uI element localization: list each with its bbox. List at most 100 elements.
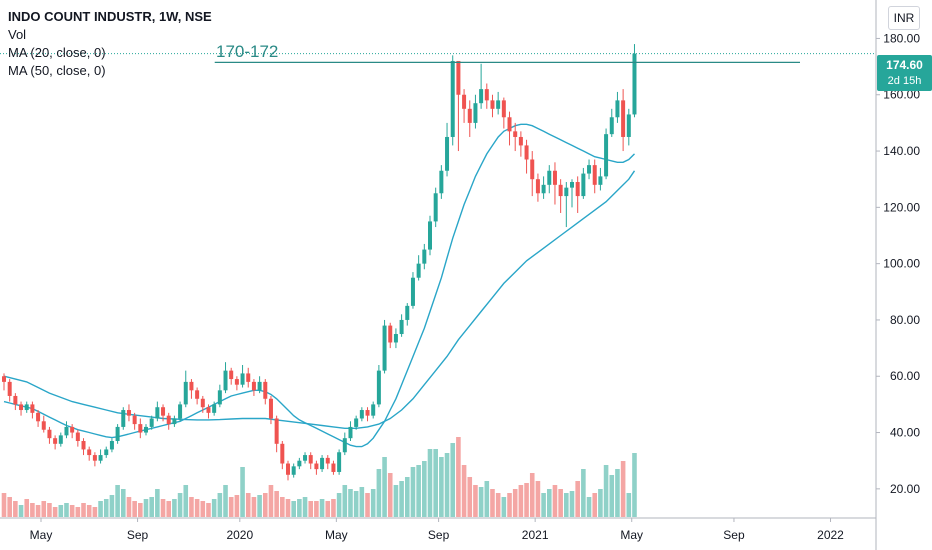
volume-bar	[478, 487, 484, 517]
volume-bar	[433, 449, 438, 517]
candle-body	[558, 184, 563, 197]
candle	[348, 421, 353, 441]
volume-bar	[189, 497, 194, 517]
ma20-legend[interactable]: MA (20, close, 0)	[8, 45, 106, 60]
volume-bar	[461, 465, 467, 517]
candle-body	[564, 187, 569, 197]
candle	[234, 376, 239, 391]
candle	[87, 446, 92, 461]
ma20-series	[3, 123, 635, 448]
currency-button[interactable]: INR	[888, 6, 920, 30]
candle-body	[58, 435, 63, 444]
candle	[104, 446, 109, 458]
candle-body	[530, 159, 535, 180]
volume-bar	[257, 495, 262, 517]
candle	[371, 401, 376, 419]
candle-body	[445, 136, 450, 171]
volume-bar	[52, 507, 58, 517]
volume-bar	[416, 465, 421, 517]
candle-body	[195, 390, 200, 399]
candle-body	[422, 249, 427, 264]
candle-body	[626, 114, 631, 137]
volume-bar	[7, 497, 12, 517]
candle-body	[257, 381, 262, 391]
candle	[388, 322, 393, 349]
candle-body	[183, 381, 188, 405]
candle	[121, 407, 126, 430]
candle-body	[303, 455, 308, 461]
volume-bar	[109, 495, 115, 517]
volume-bar	[223, 485, 228, 517]
volume-bar	[143, 499, 149, 517]
candle-body	[399, 319, 404, 335]
candle-body	[467, 108, 472, 123]
candle-body	[450, 60, 455, 137]
y-tick-label: 120.00	[883, 200, 920, 214]
candle-body	[2, 376, 6, 382]
candle-body	[178, 404, 183, 419]
y-tick-label: 80.00	[890, 313, 920, 327]
volume-bar	[359, 487, 365, 517]
symbol-title[interactable]: INDO COUNT INDUSTR, 1W, NSE	[8, 9, 212, 24]
candle	[229, 367, 234, 385]
volume-bar	[120, 489, 126, 517]
volume-bar	[138, 503, 143, 517]
candle	[240, 364, 245, 388]
volume-bar	[47, 503, 52, 517]
candle	[575, 176, 580, 213]
volume-bar	[30, 503, 35, 517]
volume-bar	[228, 497, 234, 517]
candle-body	[439, 170, 444, 194]
volume-bar	[427, 449, 433, 517]
candle	[456, 60, 461, 152]
volume-bar	[75, 507, 81, 517]
volume-bar	[126, 497, 132, 517]
volume-bar	[81, 503, 86, 517]
volume-bar	[24, 499, 30, 517]
volume-bar	[393, 485, 399, 517]
volume-bar	[501, 497, 507, 517]
candle-body	[348, 426, 353, 439]
x-tick-label: 2020	[226, 528, 253, 542]
volume-bar	[404, 477, 410, 517]
candle	[280, 440, 285, 470]
volume-bar	[319, 499, 325, 517]
ma20-line	[3, 123, 635, 448]
candle	[513, 122, 518, 152]
candle	[195, 387, 200, 405]
candle	[81, 438, 86, 456]
candle-body	[393, 334, 398, 343]
candle-body	[575, 182, 580, 197]
candle	[507, 111, 512, 146]
volume-bar	[382, 457, 387, 517]
candle-body	[410, 277, 415, 306]
candle	[410, 272, 415, 309]
candle-body	[609, 117, 614, 135]
candle	[518, 131, 523, 157]
volume-legend[interactable]: Vol	[8, 27, 27, 42]
candle	[178, 401, 183, 422]
candle-body	[36, 412, 41, 422]
volume-bar	[86, 505, 92, 517]
candle-body	[518, 136, 523, 146]
candle	[41, 415, 46, 433]
candle-body	[274, 418, 279, 444]
candle-body	[126, 410, 131, 416]
ma50-legend[interactable]: MA (50, close, 0)	[8, 63, 106, 78]
candle-body	[246, 373, 251, 382]
candle	[303, 452, 308, 464]
volume-bar	[160, 499, 166, 517]
last-price-badge: 174.60 2d 15h	[877, 55, 932, 91]
candle	[13, 393, 18, 411]
volume-bar	[535, 481, 541, 517]
volume-bar	[240, 467, 245, 517]
candle	[308, 452, 313, 470]
candle	[479, 63, 484, 109]
volume-bar	[586, 497, 592, 517]
volume-bar	[268, 485, 274, 517]
volume-bar	[69, 505, 75, 517]
candle-body	[149, 418, 154, 427]
candle-body	[286, 463, 290, 475]
candle	[155, 401, 160, 422]
